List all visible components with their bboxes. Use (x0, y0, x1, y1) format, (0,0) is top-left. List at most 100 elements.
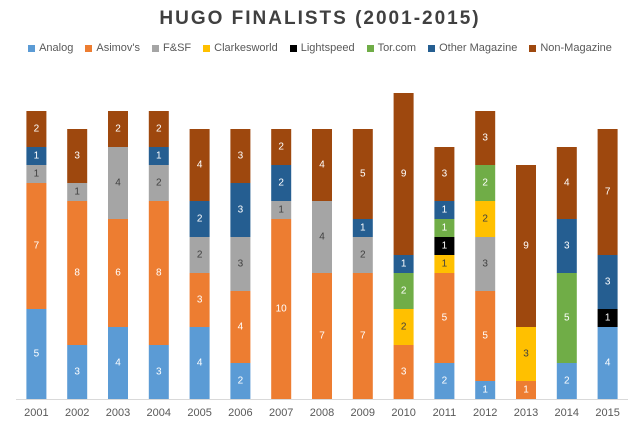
data-label-2014-analog: 2 (564, 376, 570, 387)
data-label-2004-non-magazine: 2 (156, 124, 162, 135)
bar-segment-2010-non-magazine (393, 93, 414, 255)
bar-segment-2006-asimov-s (230, 291, 251, 363)
x-tick-label-2012: 2012 (473, 407, 497, 419)
data-label-2012-tor-com: 2 (482, 178, 488, 189)
data-label-2011-clarkesworld: 1 (442, 259, 448, 270)
bar-segment-2012-clarkesworld (475, 201, 496, 237)
x-tick-label-2009: 2009 (351, 407, 375, 419)
bar-segment-2015-non-magazine (597, 129, 618, 255)
bar-segment-2011-other-magazine (434, 201, 455, 219)
data-label-2006-analog: 2 (238, 376, 244, 387)
bar-segment-2011-non-magazine (434, 147, 455, 201)
bar-segment-2005-other-magazine (189, 201, 210, 237)
bar-segment-2002-f-sf (67, 183, 88, 201)
data-label-2003-analog: 4 (115, 358, 121, 369)
bar-segment-2003-f-sf (108, 147, 128, 219)
data-label-2006-other-magazine: 3 (238, 205, 244, 216)
bar-segment-2004-other-magazine (148, 147, 169, 165)
bar-segment-2012-analog (475, 381, 496, 399)
x-tick-label-2007: 2007 (269, 407, 293, 419)
bar-segment-2014-non-magazine (556, 147, 577, 219)
data-label-2010-tor-com: 2 (401, 286, 407, 297)
bar-segment-2006-other-magazine (230, 183, 251, 237)
x-tick-label-2013: 2013 (514, 407, 538, 419)
legend-swatch (366, 44, 374, 52)
data-label-2014-other-magazine: 3 (564, 241, 570, 252)
data-label-2008-non-magazine: 4 (319, 160, 325, 171)
data-label-2007-other-magazine: 2 (278, 178, 284, 189)
legend-item-analog: Analog (28, 42, 73, 54)
bar-segment-2006-non-magazine (230, 129, 251, 183)
bar-segment-2012-non-magazine (475, 111, 496, 165)
bar-segment-2010-other-magazine (393, 255, 414, 273)
legend-swatch (85, 44, 93, 52)
data-label-2012-f-sf: 3 (482, 259, 488, 270)
data-label-2001-other-magazine: 1 (34, 151, 40, 162)
data-label-2015-other-magazine: 3 (605, 277, 611, 288)
legend-swatch (529, 44, 537, 52)
data-label-2011-tor-com: 1 (442, 223, 448, 234)
bar-segment-2011-asimov-s (434, 273, 455, 363)
data-label-2009-asimov-s: 7 (360, 331, 366, 342)
data-label-2015-lightspeed: 1 (605, 313, 611, 324)
bar-segment-2011-clarkesworld (434, 255, 455, 273)
bar-segment-2013-clarkesworld (516, 327, 536, 381)
data-label-2011-non-magazine: 3 (442, 169, 448, 180)
bar-segment-2003-non-magazine (108, 111, 128, 147)
bar-segment-2008-non-magazine (312, 129, 332, 201)
legend-label: Other Magazine (439, 42, 518, 54)
legend-item-f-sf: F&SF (152, 42, 191, 54)
data-label-2001-asimov-s: 7 (34, 241, 40, 252)
data-label-2012-non-magazine: 3 (482, 133, 488, 144)
data-label-2002-analog: 3 (74, 367, 80, 378)
bar-segment-2006-analog (230, 363, 251, 399)
bar-segment-2014-analog (556, 363, 577, 399)
bar-segment-2012-asimov-s (475, 291, 496, 381)
bar-segment-2007-non-magazine (271, 129, 292, 165)
bar-segment-2001-analog (26, 309, 47, 399)
chart-legend: Analog Asimov's F&SF Clarkesworld Lightspeed… (0, 42, 640, 54)
data-label-2001-f-sf: 1 (34, 169, 40, 180)
bar-segment-2015-other-magazine (597, 255, 618, 309)
bar-segment-2009-other-magazine (352, 219, 373, 237)
data-label-2012-analog: 1 (482, 385, 488, 396)
data-label-2007-non-magazine: 2 (278, 142, 284, 153)
x-tick-label-2001: 2001 (24, 407, 48, 419)
data-label-2001-analog: 5 (34, 349, 40, 360)
data-label-2002-f-sf: 1 (74, 187, 80, 198)
data-label-2007-asimov-s: 10 (276, 304, 288, 315)
bar-segment-2014-other-magazine (556, 219, 577, 273)
data-label-2005-f-sf: 2 (197, 250, 203, 261)
bar-segment-2013-non-magazine (516, 165, 536, 327)
data-label-2012-clarkesworld: 2 (482, 214, 488, 225)
legend-item-lightspeed: Lightspeed (289, 42, 355, 54)
bar-segment-2015-analog (597, 327, 618, 399)
bar-segment-2009-asimov-s (352, 273, 373, 399)
data-label-2006-f-sf: 3 (238, 259, 244, 270)
data-label-2004-asimov-s: 8 (156, 268, 162, 279)
bar-segment-2004-f-sf (148, 165, 169, 201)
legend-item-non-magazine: Non-Magazine (529, 42, 612, 54)
x-tick-label-2008: 2008 (310, 407, 334, 419)
bar-segment-2002-asimov-s (67, 201, 88, 345)
bar-segment-2005-non-magazine (189, 129, 210, 201)
legend-swatch (28, 44, 36, 52)
legend-swatch (289, 44, 297, 52)
legend-label: Analog (39, 42, 74, 54)
bar-segment-2008-asimov-s (312, 273, 332, 399)
data-label-2005-other-magazine: 2 (197, 214, 203, 225)
bar-segment-2007-asimov-s (271, 219, 292, 399)
x-tick-label-2004: 2004 (147, 407, 171, 419)
data-label-2009-other-magazine: 1 (360, 223, 366, 234)
data-label-2002-non-magazine: 3 (74, 151, 80, 162)
bar-segment-2002-non-magazine (67, 129, 88, 183)
bar-segment-2005-f-sf (189, 237, 210, 273)
bar-segment-2005-asimov-s (189, 273, 210, 327)
bar-segment-2012-f-sf (475, 237, 496, 291)
bar-segment-2009-non-magazine (352, 129, 373, 219)
bar-segment-2003-analog (108, 327, 128, 399)
bar-segment-2008-f-sf (312, 201, 332, 273)
bar-segment-2004-non-magazine (148, 111, 169, 147)
data-label-2003-f-sf: 4 (115, 178, 121, 189)
